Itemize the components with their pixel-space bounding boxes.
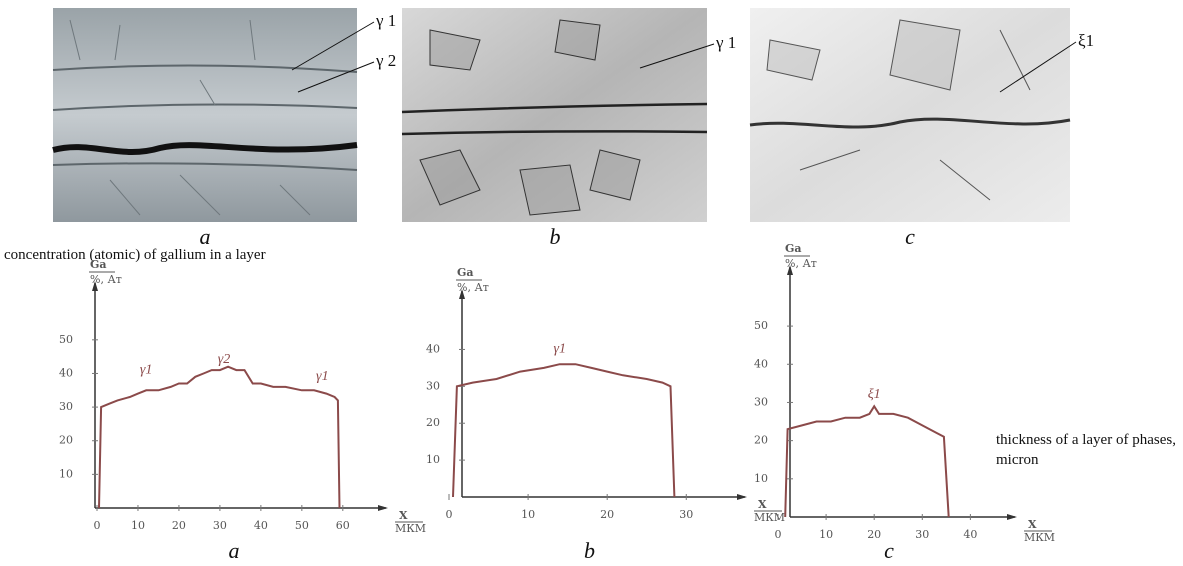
x-tick-label: 10 bbox=[521, 508, 535, 521]
micrograph bbox=[749, 8, 1071, 222]
phase-annotation: γ1 bbox=[553, 342, 566, 357]
caption: b bbox=[584, 538, 595, 563]
x-tick-label: 30 bbox=[679, 508, 693, 521]
x-label-unit: МКМ bbox=[754, 511, 785, 524]
y-tick-label: 20 bbox=[59, 434, 73, 447]
y-tick-label: 10 bbox=[754, 472, 768, 485]
leader-line bbox=[999, 41, 1077, 93]
x-tick-label: 40 bbox=[963, 528, 977, 541]
axis-arrow bbox=[378, 505, 388, 511]
figure-text: concentration (atomic) of gallium in a l… bbox=[4, 247, 266, 263]
x-tick-label: 30 bbox=[915, 528, 929, 541]
caption: a bbox=[200, 224, 211, 249]
y-tick-label: 40 bbox=[754, 357, 768, 370]
x-label: X bbox=[1028, 518, 1037, 531]
axis-arrow bbox=[737, 494, 747, 500]
y-label: Ga bbox=[785, 242, 802, 255]
y-tick-label: 40 bbox=[59, 366, 73, 379]
caption: c bbox=[884, 538, 894, 563]
phase-annotation: ξ1 bbox=[868, 387, 881, 402]
y-tick-label: 30 bbox=[754, 395, 768, 408]
phase-label: γ 1 bbox=[715, 33, 736, 52]
x-label: X bbox=[758, 498, 767, 511]
y-tick-label: 50 bbox=[754, 319, 768, 332]
x-tick-label: 10 bbox=[819, 528, 833, 541]
y-tick-label: 20 bbox=[426, 416, 440, 429]
y-label: Ga bbox=[90, 258, 107, 271]
y-tick-label: 30 bbox=[59, 400, 73, 413]
x-tick-label: 0 bbox=[446, 508, 453, 521]
phase-annotation: γ1 bbox=[140, 362, 153, 377]
leader-line bbox=[297, 61, 375, 93]
x-label-unit: МКМ bbox=[395, 522, 426, 535]
x-tick-label: 0 bbox=[94, 519, 101, 532]
y-label-unit: %, Ат bbox=[785, 257, 817, 270]
phase-label: ξ1 bbox=[1078, 31, 1094, 50]
x-tick-label: 20 bbox=[600, 508, 614, 521]
y-tick-label: 50 bbox=[59, 333, 73, 346]
y-label: Ga bbox=[457, 266, 474, 279]
x-tick-label: 30 bbox=[213, 519, 227, 532]
axis-arrow bbox=[459, 289, 465, 299]
phase-annotation: γ1 bbox=[316, 369, 329, 384]
phase-label: γ 2 bbox=[375, 51, 396, 70]
phase-label: γ 1 bbox=[375, 11, 396, 30]
axis-arrow bbox=[787, 265, 793, 275]
caption: b bbox=[550, 224, 561, 249]
y-label-unit: %, Ат bbox=[90, 273, 122, 286]
x-tick-label: 40 bbox=[254, 519, 268, 532]
x-tick-label: 10 bbox=[131, 519, 145, 532]
x-tick-label: 60 bbox=[336, 519, 350, 532]
leader-line bbox=[291, 21, 375, 71]
x-tick-label: 20 bbox=[867, 528, 881, 541]
x-tick-label: 0 bbox=[775, 528, 782, 541]
x-label: X bbox=[399, 509, 408, 522]
y-tick-label: 20 bbox=[754, 434, 768, 447]
y-tick-label: 30 bbox=[426, 379, 440, 392]
y-tick-label: 10 bbox=[59, 467, 73, 480]
data-line bbox=[98, 365, 341, 509]
axis-note: thickness of a layer of phases, micron bbox=[996, 432, 1176, 468]
caption: c bbox=[905, 224, 915, 249]
axis-arrow bbox=[1007, 514, 1017, 520]
x-label-unit: МКМ bbox=[1024, 531, 1055, 544]
micrograph bbox=[52, 8, 358, 222]
x-tick-label: 20 bbox=[172, 519, 186, 532]
y-tick-label: 10 bbox=[426, 453, 440, 466]
y-label-unit: %, Ат bbox=[457, 281, 489, 294]
micrograph bbox=[401, 8, 708, 222]
phase-annotation: γ2 bbox=[218, 352, 231, 367]
data-line bbox=[784, 404, 950, 518]
data-line bbox=[452, 363, 676, 498]
caption: a bbox=[229, 538, 240, 563]
axis-arrow bbox=[92, 281, 98, 291]
leader-line bbox=[639, 43, 715, 69]
x-tick-label: 50 bbox=[295, 519, 309, 532]
y-tick-label: 40 bbox=[426, 342, 440, 355]
